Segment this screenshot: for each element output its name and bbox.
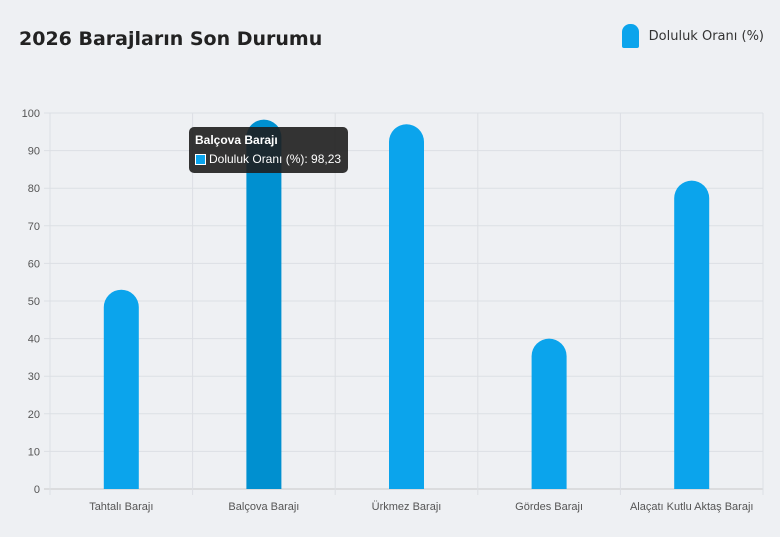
y-tick-label: 30 — [28, 371, 40, 383]
bar[interactable] — [103, 289, 139, 489]
tooltip-title: Balçova Barajı — [195, 133, 278, 147]
bar[interactable] — [389, 124, 424, 489]
y-axis-ticks: 0 10 20 30 40 50 60 70 80 90 100 — [22, 108, 40, 496]
y-tick-label: 20 — [28, 409, 40, 421]
x-tick-label: Ürkmez Barajı — [372, 501, 442, 513]
y-tick-label: 90 — [28, 146, 40, 158]
x-tick-label: Alaçatı Kutlu Aktaş Barajı — [630, 501, 754, 513]
legend-swatch — [621, 24, 639, 48]
y-tick-label: 50 — [28, 296, 40, 308]
x-axis-ticks: Tahtalı Barajı Balçova Barajı Ürkmez Baraj… — [89, 501, 753, 513]
chart-title: 2026 Barajların Son Durumu — [19, 28, 323, 50]
tooltip-swatch — [195, 153, 206, 165]
bar[interactable] — [674, 180, 710, 489]
x-tick-label: Gördes Barajı — [515, 501, 583, 513]
x-tick-label: Tahtalı Barajı — [89, 501, 153, 513]
legend-label: Doluluk Oranı (%) — [648, 28, 764, 44]
y-tick-label: 40 — [28, 334, 40, 346]
bar[interactable] — [246, 119, 282, 489]
tooltip: Balçova Barajı Doluluk Oranı (%): 98,23 — [189, 127, 349, 173]
y-tick-label: 100 — [22, 108, 40, 120]
bars — [103, 119, 710, 489]
tooltip-row: Doluluk Oranı (%): 98,23 — [195, 151, 341, 167]
tooltip-value: Doluluk Oranı (%): 98,23 — [209, 152, 342, 166]
y-tick-label: 80 — [28, 183, 40, 195]
bar[interactable] — [531, 338, 567, 489]
y-tick-label: 70 — [28, 221, 40, 233]
y-tick-label: 60 — [28, 258, 40, 270]
legend[interactable]: Doluluk Oranı (%) — [621, 24, 764, 48]
x-tick-label: Balçova Barajı — [228, 501, 299, 513]
y-tick-label: 10 — [28, 446, 40, 458]
y-tick-label: 0 — [34, 484, 40, 496]
